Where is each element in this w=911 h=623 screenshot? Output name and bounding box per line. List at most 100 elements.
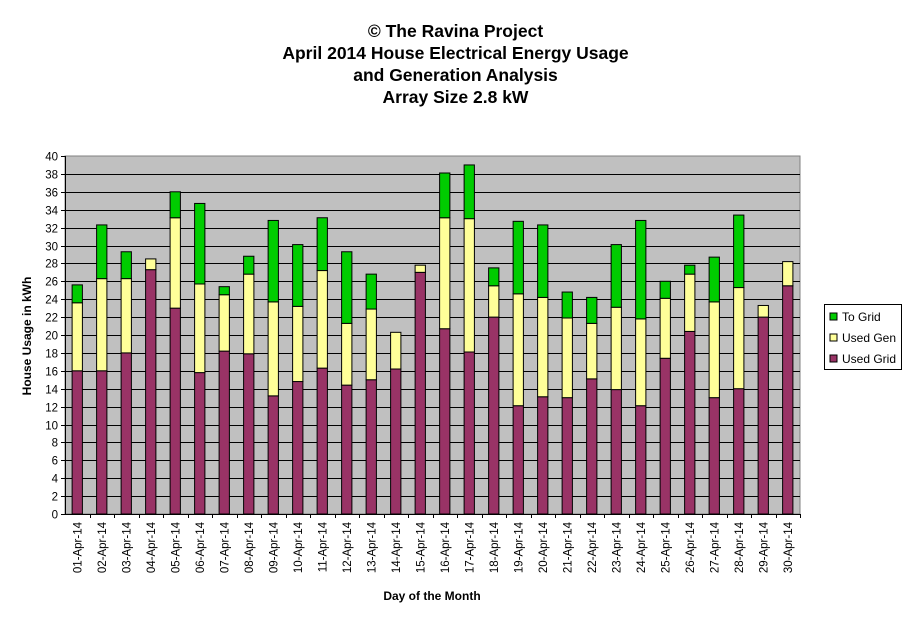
legend-label-used-grid: Used Grid [842,352,896,366]
x-tick-label: 20-Apr-14 [538,521,550,573]
x-tick-label: 13-Apr-14 [366,521,378,573]
y-tick-label: 4 [52,474,59,486]
bar-to-grid [659,280,671,299]
y-tick-label: 34 [45,206,58,218]
bar-used-grid [488,316,500,515]
x-tick-label: 30-Apr-14 [783,521,795,573]
bar-used-gen [635,318,647,407]
bar-to-grid [439,172,451,219]
bar-used-gen [610,306,622,391]
bar-used-grid [684,330,696,515]
y-tick-label: 30 [45,242,58,254]
bar-used-gen [292,305,304,383]
bar-used-gen [782,261,794,287]
bar-to-grid [194,202,206,285]
bar-used-grid [414,271,426,515]
y-tick-label: 32 [45,224,58,236]
bar-used-gen [757,304,769,318]
bar-used-grid [635,405,647,515]
bar-used-gen [512,293,524,407]
bar-used-gen [341,322,353,386]
title-line-1: © The Ravina Project [367,21,544,41]
x-tick-label: 08-Apr-14 [244,521,256,573]
x-tick-label: 27-Apr-14 [709,521,721,573]
bar-to-grid [561,291,573,319]
x-tick-label: 29-Apr-14 [758,521,770,573]
bar-used-grid [316,367,328,515]
bar-used-grid [145,269,157,515]
bar-to-grid [218,286,230,296]
bar-used-grid [733,388,745,515]
bar-used-grid [390,368,402,515]
legend-swatch-to-grid [829,312,838,321]
y-tick-label: 24 [45,295,58,307]
x-tick-label: 06-Apr-14 [195,521,207,573]
y-tick-label: 8 [52,438,58,450]
legend-label-to-grid: To Grid [842,310,881,324]
bar-to-grid [96,224,108,280]
bar-used-grid [610,389,622,515]
y-tick-label: 2 [52,492,58,504]
bar-used-grid [292,381,304,515]
bar-used-gen [414,264,426,273]
chart-title: © The Ravina Project April 2014 House El… [0,20,911,108]
bar-used-grid [218,350,230,515]
x-tick-label: 09-Apr-14 [268,521,280,573]
y-tick-label: 26 [45,277,58,289]
y-axis-label: House Usage in kWh [20,277,34,396]
y-tick-label: 28 [45,259,58,271]
x-tick-label: 10-Apr-14 [293,521,305,573]
y-tick-label: 22 [45,313,58,325]
bar-to-grid [71,284,83,304]
y-tick-label: 0 [52,510,58,522]
title-line-4: Array Size 2.8 kW [382,87,529,107]
x-tick-label: 19-Apr-14 [513,521,525,573]
bar-to-grid [169,191,181,219]
bar-used-gen [243,273,255,355]
bar-used-grid [169,307,181,515]
bar-to-grid [316,217,328,272]
bar-used-gen [194,283,206,374]
bar-used-gen [267,301,279,397]
bar-used-grid [96,370,108,515]
bar-used-grid [365,379,377,515]
bar-used-grid [561,397,573,515]
y-tick-label: 38 [45,170,58,182]
bar-used-gen [708,301,720,399]
bar-used-gen [537,296,549,398]
bar-used-grid [537,396,549,515]
bar-used-gen [169,217,181,309]
bar-to-grid [586,296,598,324]
bar-used-gen [218,294,230,352]
bar-to-grid [267,219,279,303]
bar-used-grid [463,351,475,515]
y-tick-label: 20 [45,331,58,343]
bar-used-gen [365,308,377,381]
bar-used-gen [145,258,157,271]
bar-used-gen [316,270,328,369]
bar-to-grid [512,220,524,295]
bar-used-gen [684,273,696,332]
legend-swatch-used-gen [829,333,838,342]
bar-to-grid [120,251,132,280]
bar-used-gen [120,278,132,354]
bar-used-gen [561,317,573,399]
bar-used-grid [708,397,720,515]
bar-used-grid [243,353,255,515]
bar-to-grid [365,273,377,310]
bar-to-grid [733,214,745,289]
bar-used-grid [782,285,794,515]
x-tick-label: 12-Apr-14 [342,521,354,573]
bar-used-gen [390,331,402,370]
title-line-3: and Generation Analysis [353,65,558,85]
bar-to-grid [684,264,696,275]
bar-to-grid [243,255,255,275]
x-tick-label: 23-Apr-14 [611,521,623,573]
plot-area: 024681012141618202224262830323436384001-… [45,152,801,573]
x-tick-label: 18-Apr-14 [489,521,501,573]
bar-used-gen [439,217,451,330]
bar-to-grid [341,251,353,324]
bar-to-grid [610,244,622,308]
bar-used-grid [120,352,132,515]
